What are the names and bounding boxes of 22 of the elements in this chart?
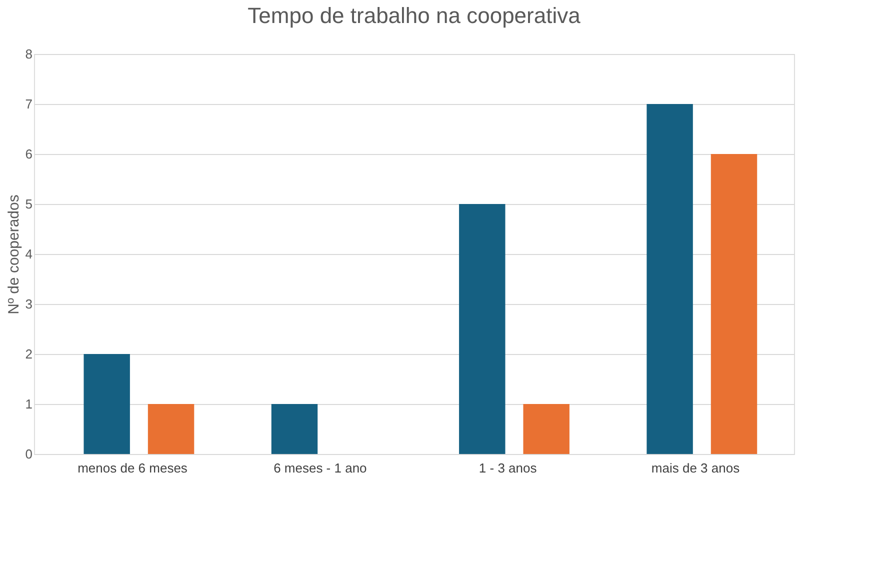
bar [523,404,570,454]
y-tick-label: 1 [25,396,32,412]
x-tick-label: 6 meses - 1 ano [274,460,367,476]
bar [710,154,758,454]
chart-title: Tempo de trabalho na cooperativa [248,3,582,28]
y-tick-label: 0 [25,446,32,462]
y-tick-label: 8 [25,46,32,62]
y-tick-label: 4 [25,246,32,262]
bar [271,404,318,454]
bar [646,104,693,454]
y-tick-label: 2 [25,346,32,362]
y-tick-label: 5 [25,196,32,212]
y-axis-title: Nº de cooperados [5,194,22,314]
x-tick-label: menos de 6 meses [78,460,188,476]
bar [84,354,130,454]
x-tick-label: 1 - 3 anos [478,460,538,476]
bar [459,204,506,454]
y-tick-label: 7 [25,96,32,112]
y-tick-label: 6 [25,146,32,162]
x-tick-label: mais de 3 anos [651,460,740,476]
y-tick-label: 3 [25,296,32,312]
bar [148,404,194,454]
